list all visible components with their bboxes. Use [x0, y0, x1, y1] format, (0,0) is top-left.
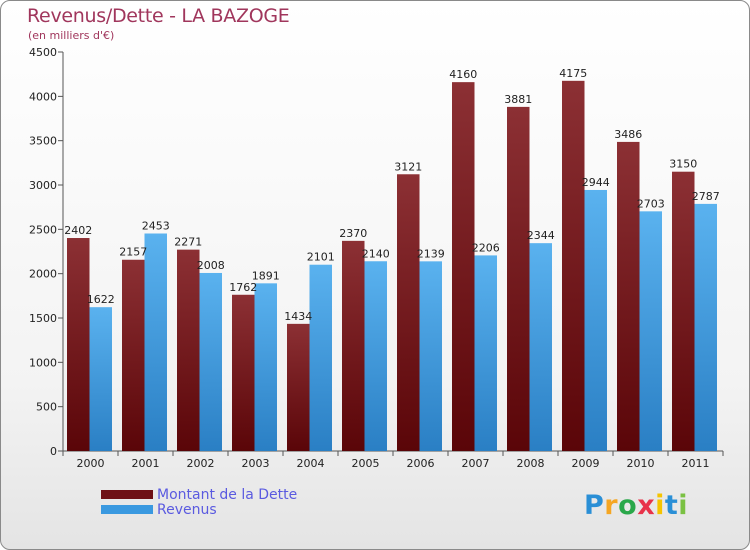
- bars: [67, 80, 717, 452]
- bar-debt: [67, 238, 90, 451]
- x-tick-label: 2007: [462, 457, 490, 470]
- bar-debt: [672, 171, 695, 451]
- y-tick-label: 2500: [29, 223, 57, 236]
- chart-title: Revenus/Dette - LA BAZOGE: [27, 5, 290, 27]
- data-label-revenus: 1891: [252, 269, 280, 282]
- bar-revenus: [529, 243, 552, 451]
- logo-letter: i: [655, 490, 665, 521]
- data-label-debt: 4160: [449, 68, 477, 81]
- x-tick-label: 2000: [77, 457, 105, 470]
- data-label-debt: 1762: [229, 281, 257, 294]
- bar-revenus: [584, 189, 607, 451]
- legend-label-revenus: Revenus: [157, 502, 217, 518]
- legend-swatch-debt: [101, 490, 153, 499]
- bar-debt: [122, 259, 145, 451]
- x-tick-label: 2002: [187, 457, 215, 470]
- bar-debt: [397, 174, 420, 451]
- y-tick-label: 3500: [29, 135, 57, 148]
- x-tick-label: 2001: [132, 457, 160, 470]
- data-label-debt: 1434: [284, 310, 312, 323]
- data-label-debt: 3150: [669, 158, 697, 171]
- data-label-debt: 3881: [504, 93, 532, 106]
- x-tick-label: 2008: [517, 457, 545, 470]
- x-tick-label: 2005: [352, 457, 380, 470]
- bar-revenus: [254, 283, 277, 451]
- y-tick-label: 500: [36, 401, 57, 414]
- bar-debt: [177, 249, 200, 451]
- data-label-revenus: 2206: [472, 241, 500, 254]
- logo-letter: P: [584, 490, 605, 521]
- bar-debt: [287, 323, 310, 451]
- data-label-revenus: 2101: [307, 251, 335, 264]
- x-tick-label: 2004: [297, 457, 325, 470]
- data-label-revenus: 2344: [527, 229, 555, 242]
- data-label-debt: 3486: [614, 128, 642, 141]
- bar-debt: [562, 80, 585, 452]
- bar-revenus: [639, 211, 662, 451]
- y-tick-label: 1000: [29, 356, 57, 369]
- legend-label-debt: Montant de la Dette: [157, 487, 298, 503]
- data-label-debt: 4175: [559, 67, 587, 80]
- y-tick-label: 3000: [29, 179, 57, 192]
- y-tick-label: 1500: [29, 312, 57, 325]
- bar-debt: [617, 141, 640, 451]
- data-label-revenus: 2787: [692, 190, 720, 203]
- bar-debt: [507, 106, 530, 451]
- data-label-revenus: 2703: [637, 197, 665, 210]
- logo-letter: o: [618, 490, 638, 521]
- data-label-debt: 2370: [339, 227, 367, 240]
- x-tick-label: 2010: [627, 457, 655, 470]
- bar-revenus: [474, 255, 497, 451]
- y-tick-label: 2000: [29, 268, 57, 281]
- y-tick-label: 4500: [29, 46, 57, 59]
- logo-letter: t: [664, 490, 679, 521]
- axes: 0 500 1000 1500 2000 2500 3000 3500 4000 4500 2000…: [29, 46, 724, 470]
- bar-revenus: [144, 233, 167, 451]
- data-label-debt: 2402: [64, 224, 92, 237]
- data-label-debt: 2157: [119, 246, 147, 259]
- bar-revenus: [419, 261, 442, 451]
- x-tick-label: 2011: [682, 457, 710, 470]
- data-label-revenus: 2008: [197, 259, 225, 272]
- logo-letter: r: [604, 490, 619, 521]
- bar-revenus: [89, 307, 112, 451]
- legend-swatch-revenus: [101, 505, 153, 514]
- bar-revenus: [364, 261, 387, 451]
- bar-debt: [342, 240, 365, 451]
- data-label-revenus: 2944: [582, 176, 610, 189]
- data-label-revenus: 2139: [417, 247, 445, 260]
- proxiti-logo: Proxiti: [584, 490, 688, 521]
- logo-letter: x: [637, 490, 656, 521]
- x-tick-label: 2006: [407, 457, 435, 470]
- data-label-revenus: 1622: [87, 293, 115, 306]
- bar-revenus: [694, 203, 717, 451]
- data-label-revenus: 2140: [362, 247, 390, 260]
- data-label-debt: 2271: [174, 236, 202, 249]
- y-tick-label: 0: [50, 445, 57, 458]
- bar-debt: [232, 294, 255, 451]
- bar-revenus: [309, 264, 332, 451]
- y-tick-label: 4000: [29, 90, 57, 103]
- data-label-debt: 3121: [394, 160, 422, 173]
- bar-revenus: [199, 272, 222, 451]
- x-tick-label: 2009: [572, 457, 600, 470]
- bar-debt: [452, 82, 475, 451]
- data-label-revenus: 2453: [142, 220, 170, 233]
- logo-letter: i: [678, 490, 689, 521]
- x-tick-label: 2003: [242, 457, 270, 470]
- chart-subtitle: (en milliers d'€): [28, 29, 115, 42]
